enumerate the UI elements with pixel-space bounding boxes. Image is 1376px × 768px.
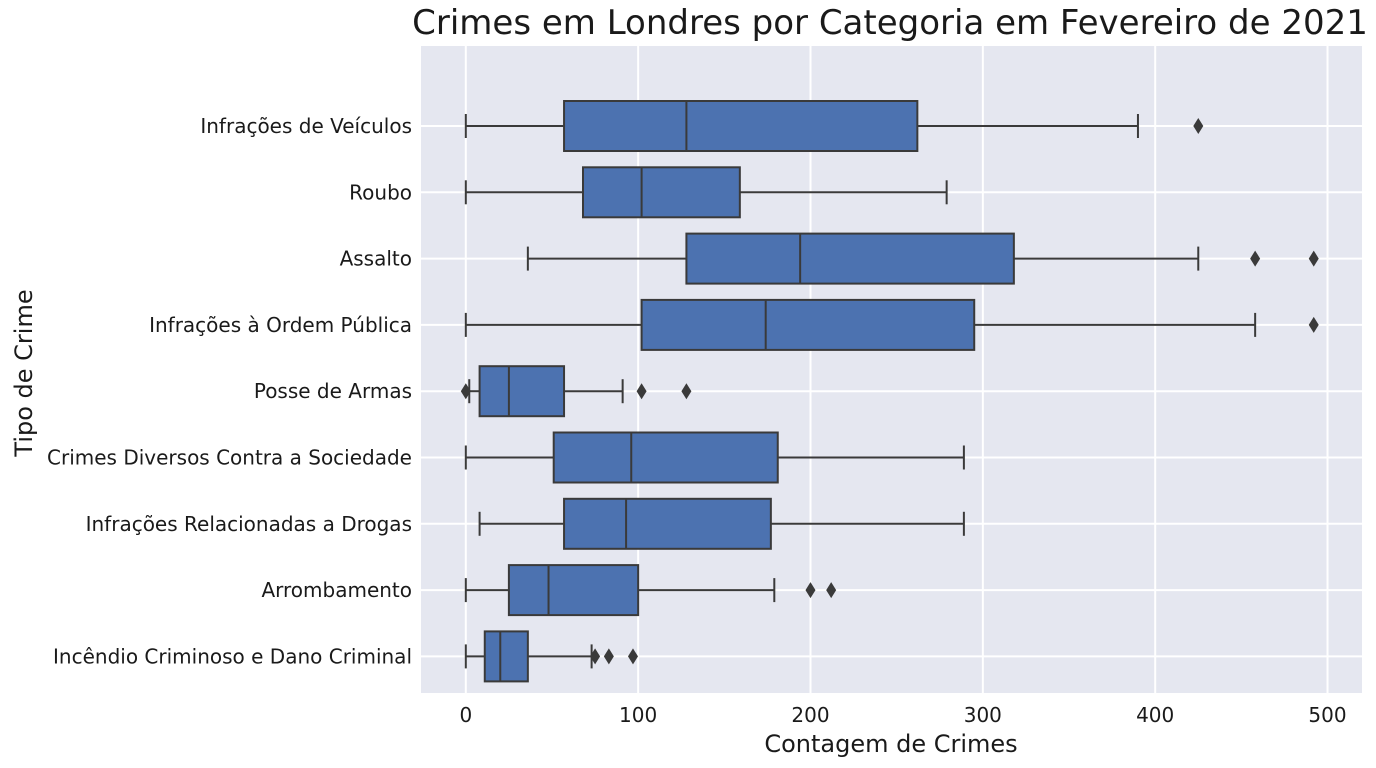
box-group [460, 365, 692, 418]
box-group [464, 564, 837, 617]
category-label: Arrombamento [261, 578, 412, 602]
box-group [526, 232, 1319, 285]
boxes [460, 100, 1319, 683]
outlier-point [627, 648, 638, 665]
y-axis-label: Tipo de Crime [10, 289, 38, 457]
iqr-box [685, 232, 1015, 285]
category-label: Crimes Diversos Contra a Sociedade [47, 446, 412, 470]
x-tick-label: 200 [791, 703, 829, 727]
outlier-point [460, 383, 471, 400]
x-tick-label: 300 [964, 703, 1002, 727]
iqr-box [640, 298, 976, 351]
outlier-point [636, 383, 647, 400]
category-label: Incêndio Criminoso e Dano Criminal [53, 644, 412, 668]
box-group [464, 431, 965, 484]
x-tick-label: 500 [1308, 703, 1346, 727]
x-tick-label: 400 [1136, 703, 1174, 727]
chart-title: Crimes em Londres por Categoria em Fever… [412, 3, 1368, 43]
x-tick-labels: 0 100 200 300 400 500 [459, 703, 1346, 727]
category-label: Infrações de Veículos [200, 114, 412, 138]
category-label: Roubo [349, 180, 412, 204]
iqr-box [563, 497, 772, 550]
outlier-point [590, 648, 601, 665]
outlier-point [1250, 250, 1261, 267]
box-group [464, 100, 1204, 152]
outlier-point [1308, 250, 1319, 267]
x-axis-label: Contagem de Crimes [764, 730, 1017, 758]
box-group [464, 166, 948, 219]
x-tick-label: 100 [619, 703, 657, 727]
outlier-point [805, 582, 816, 599]
category-label: Assalto [340, 247, 412, 271]
outlier-point [826, 582, 837, 599]
box-group [464, 298, 1319, 351]
iqr-box [552, 431, 779, 484]
iqr-box [563, 100, 919, 152]
category-labels: Infrações de Veículos Roubo Assalto Infraçõ… [47, 114, 412, 668]
box-group [464, 630, 638, 683]
x-tick-label: 0 [459, 703, 472, 727]
iqr-box [507, 564, 640, 617]
category-label: Infrações à Ordem Pública [149, 313, 412, 337]
iqr-box [483, 630, 529, 683]
outlier-point [603, 648, 614, 665]
iqr-box [582, 166, 741, 219]
outlier-point [1308, 316, 1319, 333]
box-group [478, 497, 965, 550]
outlier-point [681, 383, 692, 400]
category-label: Infrações Relacionadas a Drogas [86, 512, 412, 536]
outlier-point [1193, 118, 1204, 134]
iqr-box [478, 365, 566, 418]
category-label: Posse de Armas [254, 379, 412, 403]
